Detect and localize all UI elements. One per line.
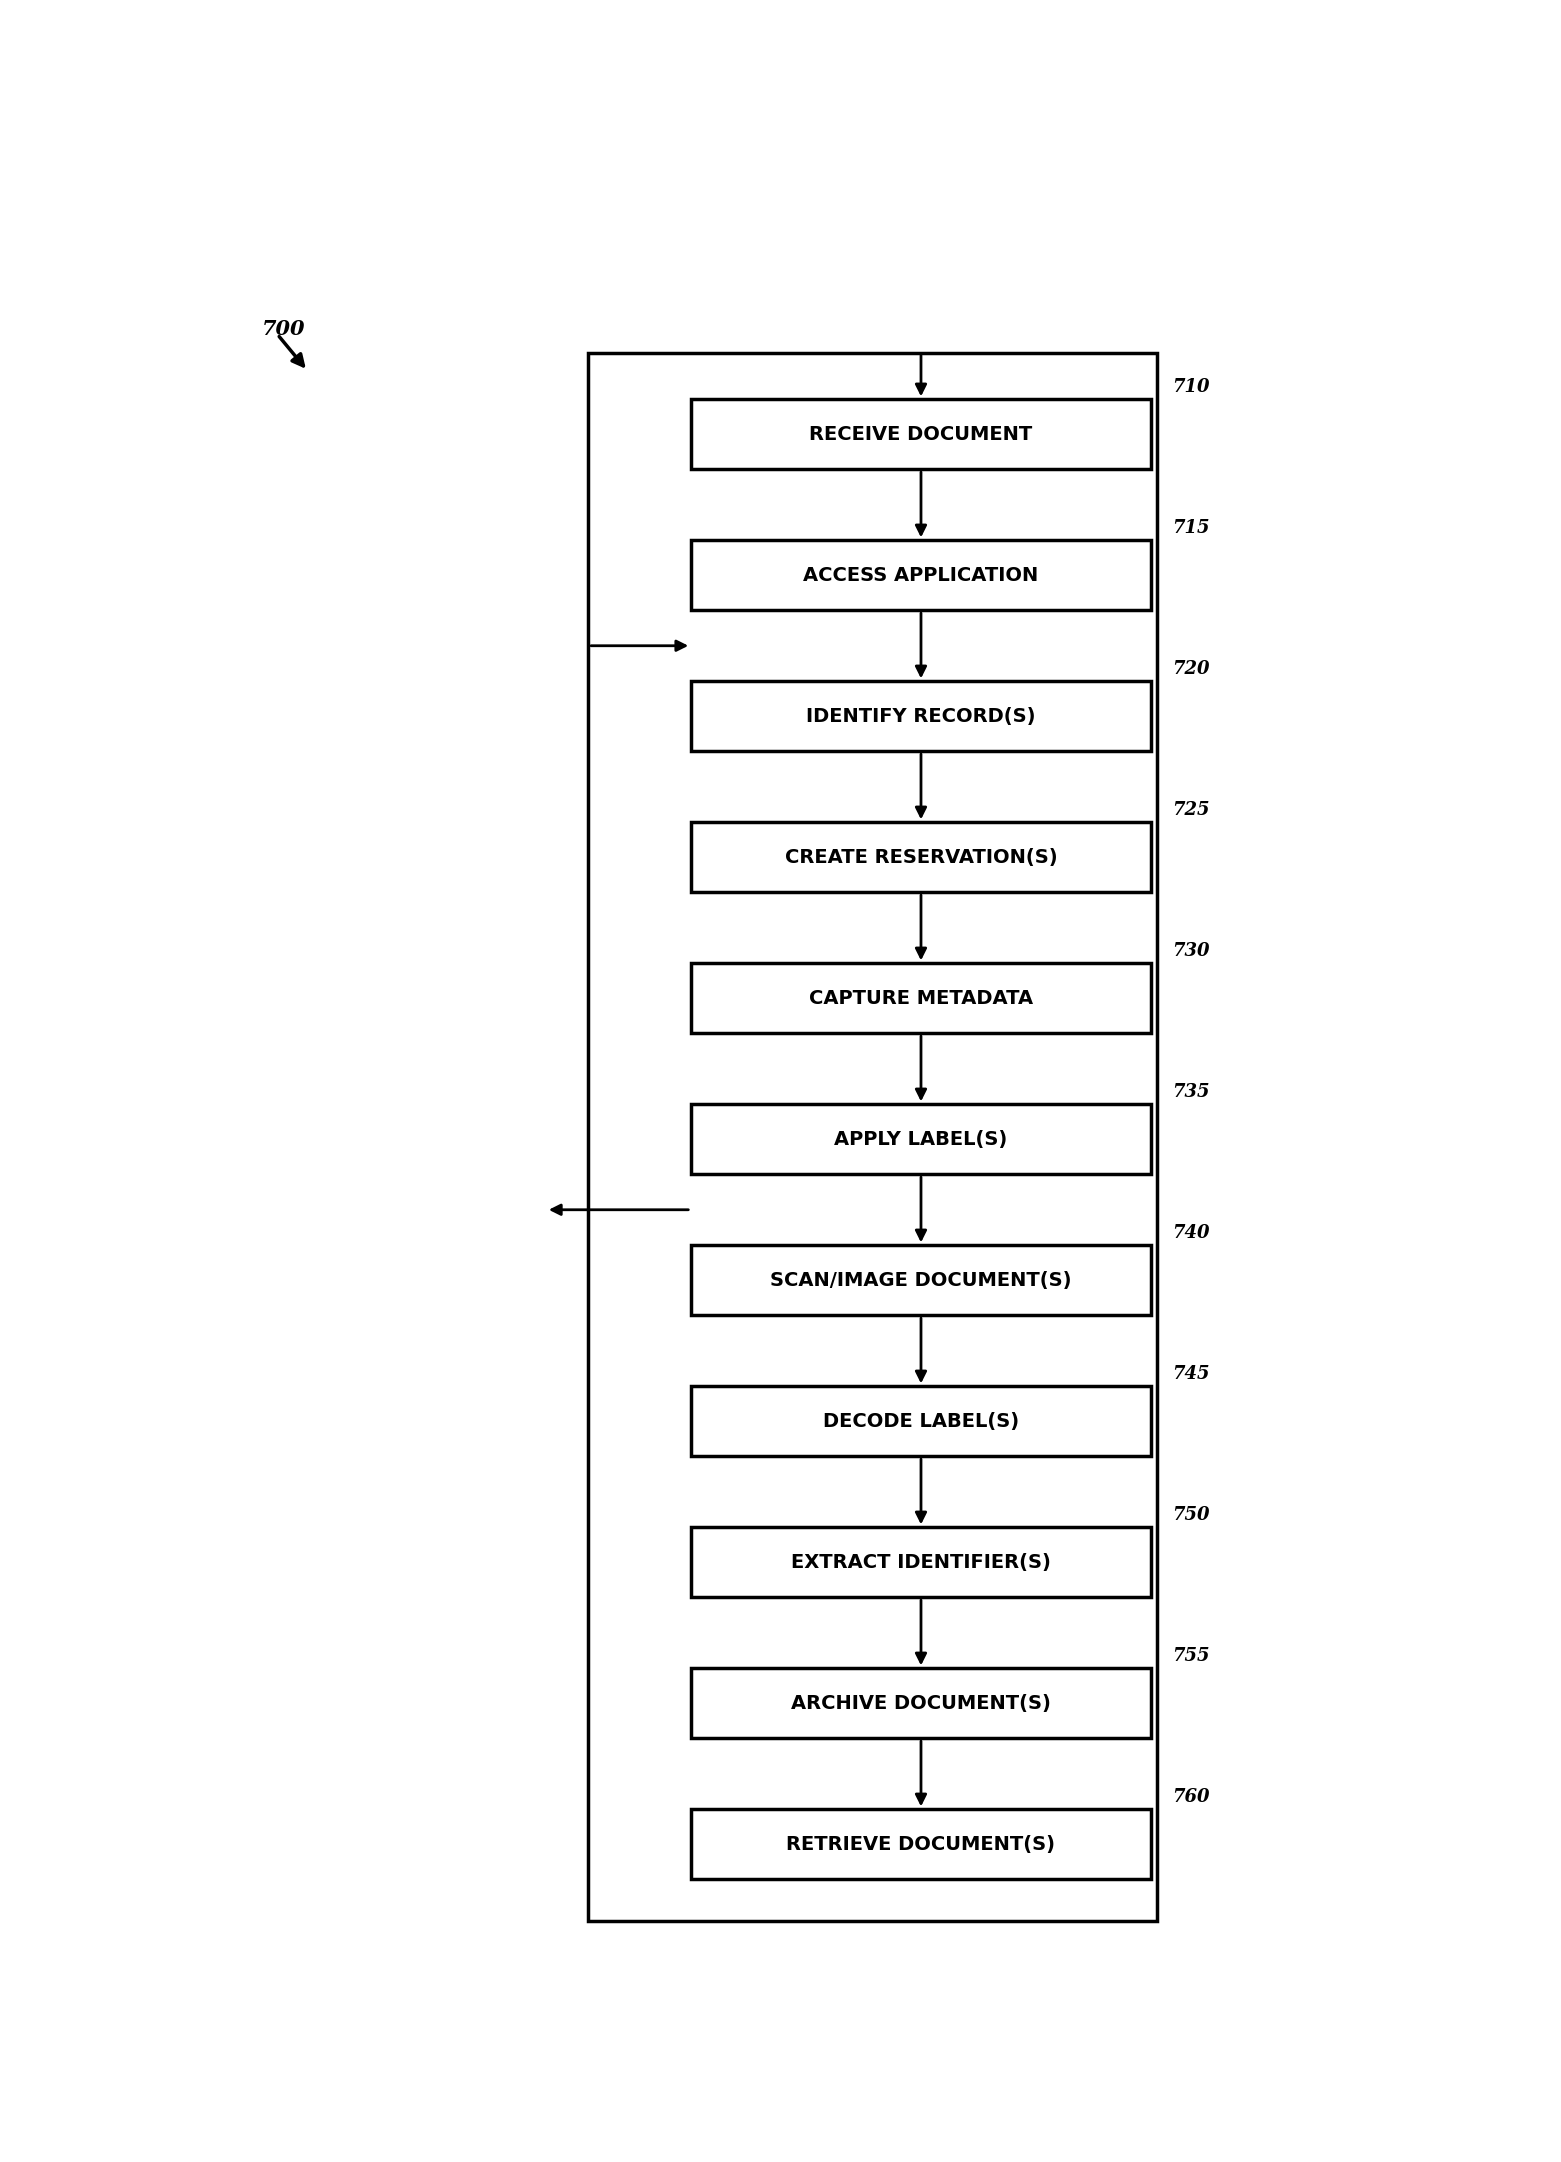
Text: 720: 720 — [1172, 659, 1210, 679]
Bar — [692, 964, 1150, 1033]
Text: 730: 730 — [1172, 943, 1210, 960]
Bar — [692, 681, 1150, 750]
Text: ACCESS APPLICATION: ACCESS APPLICATION — [804, 566, 1038, 584]
Text: DECODE LABEL(S): DECODE LABEL(S) — [823, 1412, 1019, 1431]
Bar — [692, 1526, 1150, 1598]
Text: IDENTIFY RECORD(S): IDENTIFY RECORD(S) — [805, 707, 1037, 726]
Text: 755: 755 — [1172, 1647, 1210, 1665]
Text: 725: 725 — [1172, 800, 1210, 819]
Text: CAPTURE METADATA: CAPTURE METADATA — [809, 988, 1033, 1007]
Bar — [692, 400, 1150, 469]
Bar — [692, 1105, 1150, 1174]
Bar — [692, 1386, 1150, 1457]
Text: 750: 750 — [1172, 1507, 1210, 1524]
Text: RECEIVE DOCUMENT: RECEIVE DOCUMENT — [809, 424, 1033, 443]
Bar — [692, 1810, 1150, 1879]
Text: APPLY LABEL(S): APPLY LABEL(S) — [835, 1131, 1007, 1148]
Text: 760: 760 — [1172, 1788, 1210, 1805]
Text: 740: 740 — [1172, 1224, 1210, 1241]
Text: 735: 735 — [1172, 1083, 1210, 1100]
Text: RETRIEVE DOCUMENT(S): RETRIEVE DOCUMENT(S) — [787, 1836, 1055, 1853]
Bar — [692, 822, 1150, 893]
Text: 745: 745 — [1172, 1364, 1210, 1384]
Text: EXTRACT IDENTIFIER(S): EXTRACT IDENTIFIER(S) — [791, 1552, 1051, 1572]
Text: CREATE RESERVATION(S): CREATE RESERVATION(S) — [785, 848, 1057, 867]
Text: ARCHIVE DOCUMENT(S): ARCHIVE DOCUMENT(S) — [791, 1693, 1051, 1712]
Text: SCAN/IMAGE DOCUMENT(S): SCAN/IMAGE DOCUMENT(S) — [770, 1271, 1072, 1291]
Bar — [692, 540, 1150, 610]
Text: 710: 710 — [1172, 378, 1210, 396]
Text: 700: 700 — [262, 320, 304, 339]
Text: 715: 715 — [1172, 519, 1210, 536]
Bar — [692, 1245, 1150, 1314]
Bar — [588, 352, 1157, 1920]
Bar — [692, 1669, 1150, 1738]
